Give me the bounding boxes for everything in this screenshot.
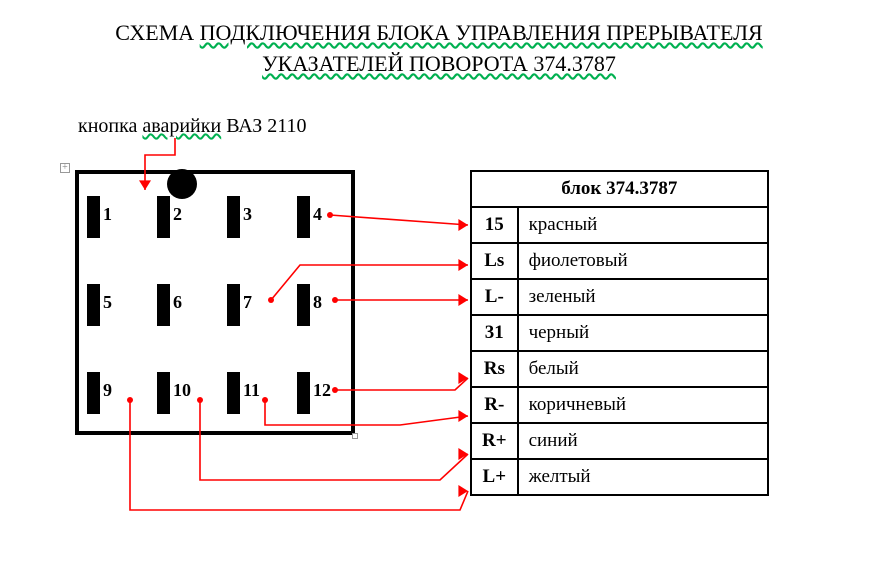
pin-bar — [297, 196, 310, 238]
wire-color: коричневый — [518, 387, 768, 423]
diagram-title: СХЕМА ПОДКЛЮЧЕНИЯ БЛОКА УПРАВЛЕНИЯ ПРЕРЫ… — [0, 0, 878, 80]
pin-number: 9 — [103, 380, 112, 401]
pin-11: 11 — [219, 350, 289, 438]
title-line1-plain: СХЕМА — [115, 20, 199, 45]
pin-bar — [87, 372, 100, 414]
pin-code: R- — [471, 387, 518, 423]
wire-color: черный — [518, 315, 768, 351]
pin-code: Rs — [471, 351, 518, 387]
pinout-table: блок 374.3787 15красныйLsфиолетовыйL-зел… — [470, 170, 769, 496]
table-header: блок 374.3787 — [471, 171, 768, 207]
pin-code: L+ — [471, 459, 518, 495]
pin-bar — [227, 196, 240, 238]
table-row: L-зеленый — [471, 279, 768, 315]
pin-bar — [157, 284, 170, 326]
pin-number: 10 — [173, 380, 191, 401]
anchor-icon: + — [60, 163, 70, 173]
pin-bar — [227, 372, 240, 414]
table-row: Rsбелый — [471, 351, 768, 387]
pin-12: 12 — [289, 350, 359, 438]
pin-1: 1 — [79, 174, 149, 262]
key-dot-icon — [167, 169, 197, 199]
pin-code: 15 — [471, 207, 518, 243]
pin-8: 8 — [289, 262, 359, 350]
title-line1-underlined: ПОДКЛЮЧЕНИЯ БЛОКА УПРАВЛЕНИЯ ПРЕРЫВАТЕЛЯ — [200, 20, 763, 45]
pin-bar — [157, 372, 170, 414]
pin-number: 1 — [103, 204, 112, 225]
pin-4: 4 — [289, 174, 359, 262]
table-row: R-коричневый — [471, 387, 768, 423]
pin-code: L- — [471, 279, 518, 315]
pin-bar — [87, 196, 100, 238]
pin-9: 9 — [79, 350, 149, 438]
pin-7: 7 — [219, 262, 289, 350]
wire-color: желтый — [518, 459, 768, 495]
pin-number: 8 — [313, 292, 322, 313]
pin-code: R+ — [471, 423, 518, 459]
pin-bar — [297, 284, 310, 326]
pin-bar — [297, 372, 310, 414]
table-row: 31черный — [471, 315, 768, 351]
pin-6: 6 — [149, 262, 219, 350]
pin-number: 6 — [173, 292, 182, 313]
wire-color: фиолетовый — [518, 243, 768, 279]
pin-number: 7 — [243, 292, 252, 313]
pin-5: 5 — [79, 262, 149, 350]
table-row: 15красный — [471, 207, 768, 243]
table-row: L+желтый — [471, 459, 768, 495]
pin-number: 4 — [313, 204, 322, 225]
pin-number: 12 — [313, 380, 331, 401]
connector-label: кнопка аварийки ВАЗ 2110 — [78, 115, 307, 138]
table-row: R+синий — [471, 423, 768, 459]
wire-color: синий — [518, 423, 768, 459]
wire-color: зеленый — [518, 279, 768, 315]
pin-10: 10 — [149, 350, 219, 438]
handle-icon — [352, 433, 358, 439]
pin-code: 31 — [471, 315, 518, 351]
pin-number: 3 — [243, 204, 252, 225]
pin-bar — [227, 284, 240, 326]
pin-bar — [157, 196, 170, 238]
wire-color: красный — [518, 207, 768, 243]
pin-number: 2 — [173, 204, 182, 225]
pin-code: Ls — [471, 243, 518, 279]
title-line2: УКАЗАТЕЛЕЙ ПОВОРОТА 374.3787 — [262, 51, 616, 76]
pin-3: 3 — [219, 174, 289, 262]
wire-color: белый — [518, 351, 768, 387]
pin-number: 5 — [103, 292, 112, 313]
connector-block: 123456789101112 — [75, 170, 355, 435]
pin-2: 2 — [149, 174, 219, 262]
pin-bar — [87, 284, 100, 326]
table-row: Lsфиолетовый — [471, 243, 768, 279]
pin-number: 11 — [243, 380, 260, 401]
